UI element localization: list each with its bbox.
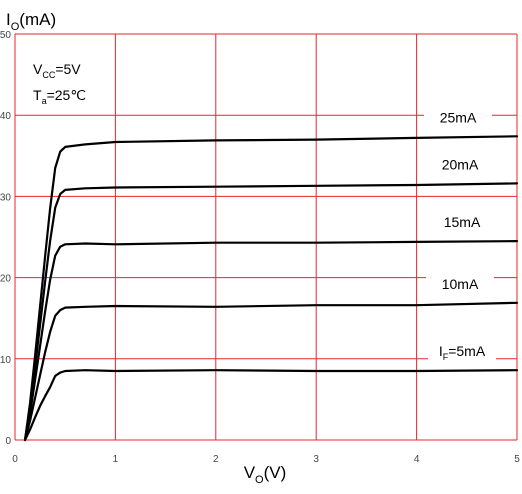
condition-box: VCC=5V Ta=25℃ bbox=[33, 61, 86, 106]
condition-text-0: VCC=5V bbox=[33, 61, 81, 80]
series-label-bg-4 bbox=[424, 109, 492, 128]
series-line-1 bbox=[23, 301, 519, 442]
x-axis-title: VO(V) bbox=[244, 463, 287, 486]
series-label-0: IF=5mA bbox=[439, 343, 486, 362]
series-label-4: 25mA bbox=[440, 109, 477, 125]
condition-text-1: Ta=25℃ bbox=[33, 87, 86, 106]
x-tick-label-0: 0 bbox=[12, 454, 18, 465]
y-tick-label-0: 0 bbox=[5, 436, 11, 447]
y-tick-label-2: 20 bbox=[0, 274, 11, 285]
x-tick-label-4: 4 bbox=[414, 454, 420, 465]
y-axis-title: IO(mA) bbox=[6, 10, 56, 33]
y-tick-label-1: 10 bbox=[0, 355, 11, 366]
series-label-2: 15mA bbox=[444, 214, 481, 230]
y-tick-label-5: 50 bbox=[0, 30, 11, 41]
series-label-3: 20mA bbox=[442, 156, 479, 172]
series-label-bg-1 bbox=[426, 275, 494, 294]
series-line-0 bbox=[23, 369, 519, 442]
series-label-bg-0 bbox=[428, 343, 496, 362]
series-label-bg-2 bbox=[428, 214, 496, 233]
y-tick-label-3: 30 bbox=[0, 192, 11, 203]
x-tick-label-3: 3 bbox=[313, 454, 319, 465]
series-label-1: 10mA bbox=[442, 276, 479, 292]
series-line-3 bbox=[23, 182, 519, 442]
series-labels: IF=5mA 10mA 15mA 20mA 25mA bbox=[424, 109, 496, 362]
series-label-bg-3 bbox=[426, 156, 494, 175]
x-tick-label-2: 2 bbox=[213, 454, 219, 465]
x-tick-label-5: 5 bbox=[514, 454, 520, 465]
series-line-4 bbox=[23, 135, 519, 442]
x-tick-label-1: 1 bbox=[113, 454, 119, 465]
y-tick-label-4: 40 bbox=[0, 111, 11, 122]
series-lines bbox=[23, 135, 519, 442]
axis-titles: IO(mA) VO(V) bbox=[6, 10, 286, 486]
series-line-2 bbox=[23, 240, 519, 442]
